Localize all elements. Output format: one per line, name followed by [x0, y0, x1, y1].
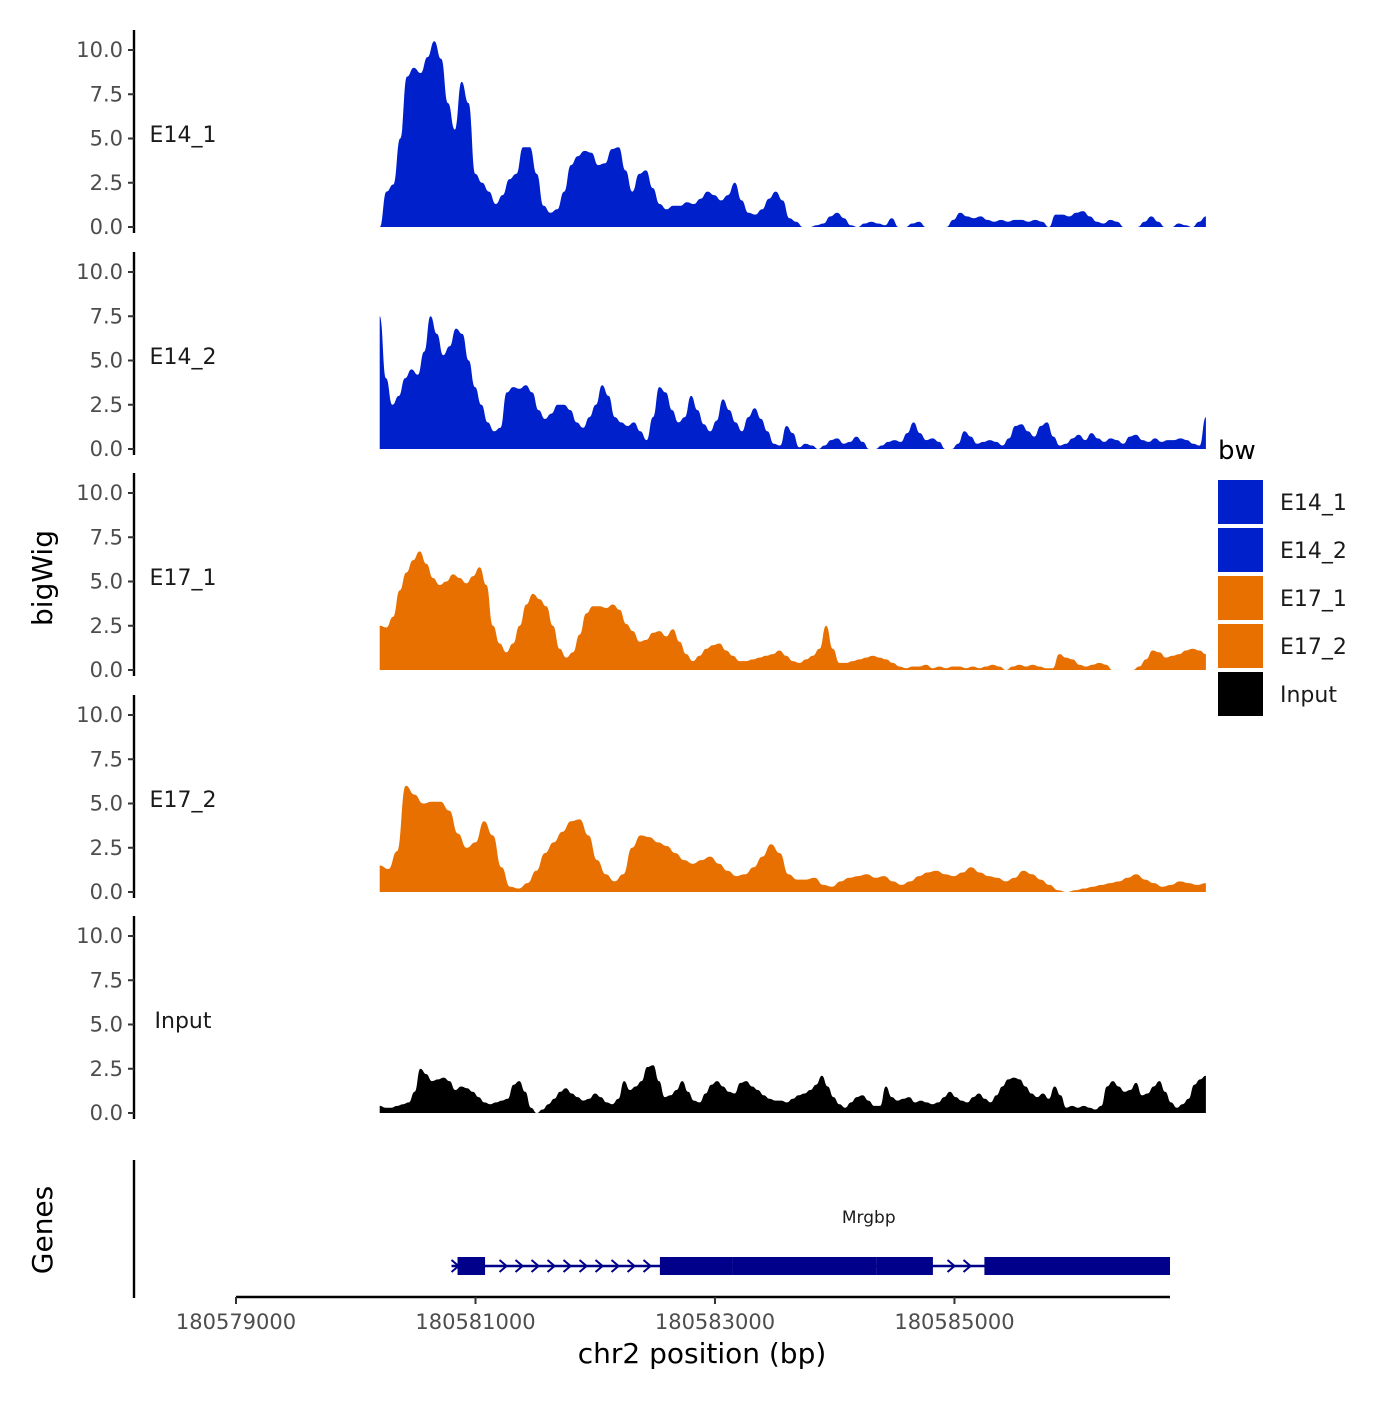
legend-label-E17_1: E17_1 [1280, 587, 1347, 612]
y-tick-label: 2.5 [90, 614, 123, 638]
track-E17_2: 0.0 2.5 5.0 7.5 10.0 E17_2 [76, 695, 1206, 904]
y-tick-label: 0.0 [90, 1101, 123, 1125]
x-tick-label: 180583000 [655, 1310, 775, 1334]
strand-arrow [594, 1259, 605, 1273]
genes-axis-title: Genes [26, 1186, 59, 1274]
track-label-Input: Input [155, 1009, 212, 1034]
legend-swatch-E14_1 [1218, 480, 1263, 524]
track-label-E14_2: E14_2 [150, 345, 217, 370]
strand-arrow [514, 1259, 525, 1273]
y-tick-label: 2.5 [90, 1057, 123, 1081]
y-tick-label: 2.5 [90, 393, 123, 417]
y-tick-label: 5.0 [90, 349, 123, 373]
y-tick-label: 7.5 [90, 304, 123, 328]
gene-exon [984, 1257, 1170, 1275]
track-Input: 0.0 2.5 5.0 7.5 10.0 Input [76, 916, 1206, 1125]
y-tick-label: 7.5 [90, 968, 123, 992]
track-E17_1: 0.0 2.5 5.0 7.5 10.0 E17_1 [76, 473, 1206, 682]
y-tick-label: 0.0 [90, 437, 123, 461]
y-tick-label: 10.0 [76, 260, 123, 284]
coverage-area-E14_1 [379, 41, 1206, 228]
track-E14_2: 0.0 2.5 5.0 7.5 10.0 E14_2 [76, 252, 1206, 461]
y-tick-label: 5.0 [90, 1013, 123, 1037]
gene-exon [876, 1257, 933, 1275]
y-tick-label: 2.5 [90, 171, 123, 195]
strand-arrow [962, 1259, 973, 1273]
y-tick-label: 7.5 [90, 525, 123, 549]
y-tick-label: 5.0 [90, 127, 123, 151]
strand-arrow [546, 1259, 557, 1273]
x-tick-label: 180579000 [176, 1310, 296, 1334]
x-axis: 180579000 180581000 180583000 180585000 [176, 1295, 1170, 1334]
coverage-area-E17_2 [379, 785, 1206, 892]
legend: bw E14_1 E14_2 E17_1 E17_2 Input [1218, 436, 1347, 716]
strand-arrow [498, 1259, 509, 1273]
x-tick-label: 180585000 [894, 1310, 1014, 1334]
track-label-E17_2: E17_2 [150, 788, 217, 813]
gene-exon [659, 1257, 733, 1275]
gene-Mrgbp: Mrgbp [450, 1208, 1170, 1275]
strand-arrow [610, 1259, 621, 1273]
y-tick-label: 2.5 [90, 836, 123, 860]
strand-arrow [946, 1259, 957, 1273]
gene-label: Mrgbp [842, 1208, 896, 1228]
y-tick-label: 0.0 [90, 880, 123, 904]
legend-swatch-E14_2 [1218, 528, 1263, 572]
y-tick-label: 10.0 [76, 481, 123, 505]
legend-label-E14_2: E14_2 [1280, 539, 1347, 564]
x-axis-title: chr2 position (bp) [578, 1337, 827, 1370]
legend-swatch-E17_1 [1218, 576, 1263, 620]
gene-exon [457, 1257, 486, 1275]
y-tick-label: 10.0 [76, 703, 123, 727]
y-tick-label: 5.0 [90, 792, 123, 816]
coverage-area-Input [379, 1065, 1206, 1113]
track-label-E17_1: E17_1 [150, 566, 217, 591]
coverage-area-E17_1 [379, 551, 1206, 670]
legend-label-E14_1: E14_1 [1280, 491, 1347, 516]
y-tick-label: 7.5 [90, 747, 123, 771]
track-E14_1: 0.0 2.5 5.0 7.5 10.0 E14_1 [76, 30, 1206, 239]
strand-arrow [578, 1259, 589, 1273]
x-tick-label: 180581000 [415, 1310, 535, 1334]
legend-label-Input: Input [1280, 683, 1337, 708]
legend-swatch-Input [1218, 672, 1263, 716]
gene-exon [732, 1257, 877, 1275]
y-tick-label: 7.5 [90, 82, 123, 106]
y-tick-label: 0.0 [90, 658, 123, 682]
track-label-E14_1: E14_1 [150, 123, 217, 148]
y-tick-label: 10.0 [76, 924, 123, 948]
coverage-area-E14_2 [379, 316, 1206, 449]
strand-arrow [562, 1259, 573, 1273]
strand-arrow [530, 1259, 541, 1273]
legend-swatch-E17_2 [1218, 624, 1263, 668]
strand-arrow [642, 1259, 653, 1273]
y-tick-label: 10.0 [76, 38, 123, 62]
y-tick-label: 5.0 [90, 570, 123, 594]
legend-label-E17_2: E17_2 [1280, 635, 1347, 660]
coverage-tracks: 0.0 2.5 5.0 7.5 10.0 E14_1 0.0 2.5 5.0 7.5 10.0 E14… [76, 30, 1206, 1125]
y-axis-title: bigWig [26, 530, 59, 626]
strand-arrow [626, 1259, 637, 1273]
gene-panel: Mrgbp [132, 1160, 1170, 1298]
legend-title: bw [1218, 436, 1256, 466]
y-tick-label: 0.0 [90, 215, 123, 239]
